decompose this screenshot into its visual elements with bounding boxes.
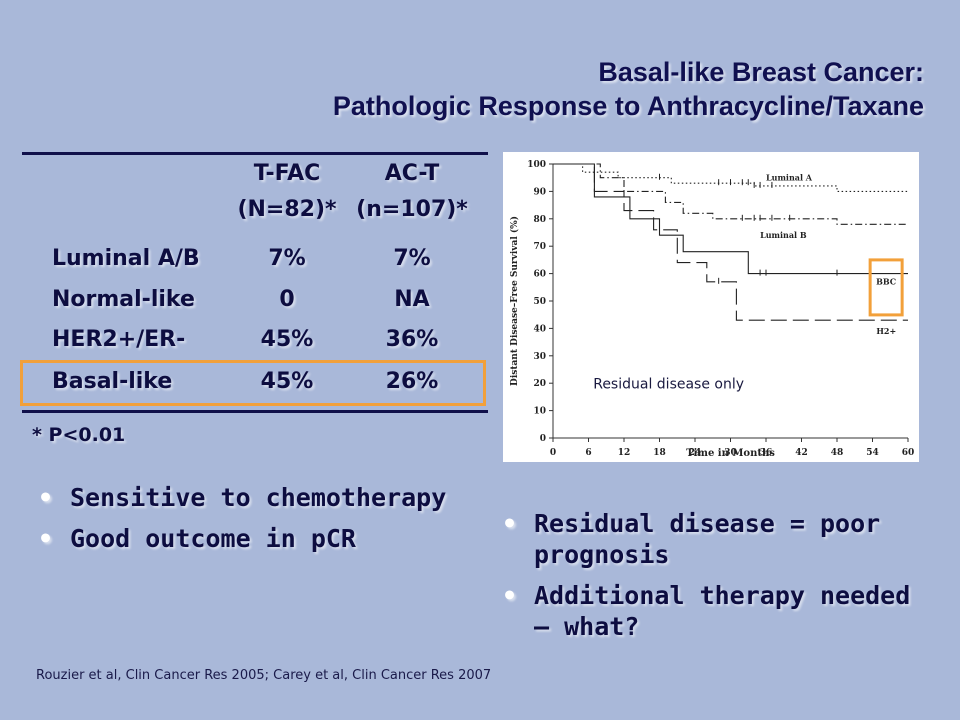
bullet-icon: • — [502, 509, 518, 538]
survival-chart: 0 6 12 18 24 30 36 42 48 54 60 0 10 20 30 40 50 60 70 80 90 1… — [503, 152, 919, 462]
row-basal-tfac: 45% — [260, 369, 314, 394]
row-her2-act: 36% — [385, 327, 439, 352]
bullet-icon: • — [38, 483, 54, 512]
right-bullet-list: • Residual disease = poor prognosis • Ad… — [498, 508, 928, 652]
p-value-footnote: * P<0.01 — [32, 424, 126, 446]
series-line-3 — [553, 163, 908, 321]
y-tick-label: 20 — [533, 379, 546, 389]
row-label-her2: HER2+/ER- — [52, 327, 186, 352]
response-table: T-FAC (N=82)* AC-T (n=107)* Luminal A/B … — [22, 152, 488, 413]
slide-title: Basal-like Breast Cancer: Pathologic Res… — [333, 55, 924, 123]
x-tick-label: 36 — [760, 448, 773, 458]
bullet-text: Sensitive to chemotherapy — [70, 483, 447, 512]
y-tick-label: 90 — [533, 187, 546, 197]
series-label: Luminal A — [766, 172, 813, 182]
x-tick-label: 30 — [724, 448, 737, 458]
series-label: H2+ — [876, 326, 896, 336]
title-line-1: Basal-like Breast Cancer: — [598, 57, 924, 87]
row-luminal-act: 7% — [393, 246, 431, 271]
row-label-normal: Normal-like — [52, 287, 195, 312]
row-basal-act: 26% — [385, 369, 439, 394]
header-tfac: T-FAC — [253, 161, 321, 186]
basal-highlight-box — [20, 360, 486, 406]
x-tick-label: 54 — [866, 448, 879, 458]
y-tick-label: 100 — [527, 160, 546, 170]
bbc-highlight-box — [868, 258, 904, 317]
y-tick-label: 70 — [533, 242, 546, 252]
left-bullet-list: • Sensitive to chemotherapy • Good outco… — [34, 482, 454, 564]
bullet-text: Good outcome in pCR — [70, 524, 356, 553]
bullet-icon: • — [38, 524, 54, 553]
bullet-item: • Good outcome in pCR — [34, 523, 454, 554]
y-axis-label: Distant Disease–Free Survival (%) — [509, 216, 520, 386]
survival-chart-svg: 0 6 12 18 24 30 36 42 48 54 60 0 10 20 30 40 50 60 70 80 90 1… — [509, 160, 915, 459]
x-tick-label: 60 — [902, 448, 915, 458]
series-label: Luminal B — [760, 230, 807, 240]
x-axis-label: Time in Months — [686, 448, 775, 459]
y-tick-label: 80 — [533, 215, 546, 225]
bullet-text: Residual disease = poor prognosis — [534, 509, 881, 569]
bullet-icon: • — [502, 581, 518, 610]
x-tick-label: 48 — [831, 448, 844, 458]
y-tick-label: 40 — [533, 324, 546, 334]
x-tick-label: 0 — [550, 448, 556, 458]
x-tick-label: 18 — [653, 448, 666, 458]
x-tick-label: 6 — [585, 448, 591, 458]
x-tick-label: 24 — [689, 448, 702, 458]
row-luminal-tfac: 7% — [268, 246, 306, 271]
y-tick-label: 30 — [533, 352, 546, 362]
bullet-text: Additional therapy needed – what? — [534, 581, 911, 641]
bullet-item: • Sensitive to chemotherapy — [34, 482, 454, 513]
y-tick-label: 0 — [540, 434, 546, 444]
x-tick-label: 42 — [795, 448, 808, 458]
series-line-1 — [553, 163, 908, 225]
row-label-luminal: Luminal A/B — [52, 246, 200, 271]
bullet-item: • Additional therapy needed – what? — [498, 580, 928, 642]
x-tick-label: 12 — [618, 448, 631, 458]
residual-annotation: Residual disease only — [593, 377, 744, 393]
y-tick-label: 60 — [533, 270, 546, 280]
title-line-2: Pathologic Response to Anthracycline/Tax… — [332, 91, 924, 121]
row-normal-tfac: 0 — [279, 287, 295, 312]
header-tfac-n: (N=82)* — [237, 197, 337, 222]
series-line-0 — [553, 163, 908, 192]
citation: Rouzier et al, Clin Cancer Res 2005; Car… — [36, 668, 492, 683]
header-act: AC-T — [384, 161, 440, 186]
bullet-item: • Residual disease = poor prognosis — [498, 508, 928, 570]
row-normal-act: NA — [394, 287, 430, 312]
y-tick-label: 50 — [533, 297, 546, 307]
y-tick-label: 10 — [533, 407, 546, 417]
header-act-n: (n=107)* — [356, 197, 468, 222]
row-label-basal: Basal-like — [52, 369, 173, 394]
row-her2-tfac: 45% — [260, 327, 314, 352]
series-label: BBC — [876, 277, 896, 287]
